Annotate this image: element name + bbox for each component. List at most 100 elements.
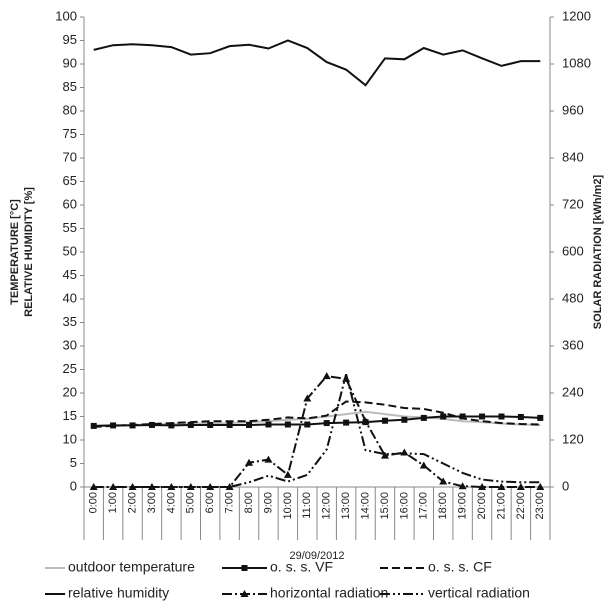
y2-tick-label: 600 [562,243,584,258]
y-axis-label: TEMPERATURE [°C] [9,199,21,305]
y-axis-label: RELATIVE HUMIDITY [%] [23,187,35,317]
legend-label: relative humidity [68,585,169,601]
y-tick-label: 20 [63,384,77,399]
x-tick-label: 11:00 [301,492,313,519]
x-tick-label: 15:00 [379,492,391,520]
series-line [93,415,541,427]
y-tick-label: 30 [63,337,77,352]
marker [459,413,466,420]
marker [439,477,448,485]
marker [380,451,389,459]
marker [264,455,273,463]
x-tick-label: 20:00 [476,492,488,520]
marker [401,416,408,423]
x-tick-label: 0:00 [88,492,100,513]
y2-tick-label: 1080 [562,55,591,70]
series-line [93,373,541,488]
marker [147,483,156,490]
marker [283,470,292,478]
y-tick-label: 65 [63,173,77,188]
series-line [93,375,541,488]
x-tick-label: 13:00 [340,492,352,520]
marker [128,483,137,490]
y-tick-label: 95 [63,32,77,47]
legend-label: vertical radiation [428,585,530,601]
series-line [93,39,541,87]
y-tick-label: 80 [63,102,77,117]
y-tick-label: 85 [63,79,77,94]
x-tick-label: 5:00 [185,492,197,513]
y-tick-label: 10 [63,431,77,446]
x-tick-label: 4:00 [165,492,177,513]
y2-tick-label: 360 [562,337,584,352]
y-tick-label: 75 [63,126,77,141]
marker [479,413,486,420]
marker [400,448,409,456]
x-tick-label: 22:00 [515,492,527,520]
y2-tick-label: 0 [562,478,569,493]
x-tick-label: 23:00 [534,492,546,520]
y-tick-label: 15 [63,408,77,423]
y-tick-label: 45 [63,267,77,282]
marker [226,421,233,428]
y-tick-label: 25 [63,361,77,376]
x-tick-label: 9:00 [262,492,274,513]
marker [265,421,272,428]
marker [497,483,506,490]
marker [419,461,428,469]
y2-tick-label: 720 [562,196,584,211]
marker [343,419,350,426]
marker [168,422,175,429]
legend-label: horizontal radiation [270,585,388,601]
y-tick-label: 0 [70,478,77,493]
x-tick-label: 6:00 [204,492,216,513]
y-tick-label: 70 [63,149,77,164]
x-tick-label: 18:00 [437,492,449,520]
y-tick-label: 90 [63,55,77,70]
y2-tick-label: 480 [562,290,584,305]
marker [187,421,194,428]
y-tick-label: 100 [55,8,77,23]
marker [420,414,427,421]
marker [323,420,330,427]
marker [245,458,254,466]
y2-tick-label: 1200 [562,8,591,23]
x-tick-label: 8:00 [243,492,255,513]
marker [225,483,234,490]
legend-label: o. s. s. VF [270,559,333,575]
marker [207,421,214,428]
series-line [93,400,541,428]
marker [284,421,291,428]
x-tick-label: 21:00 [495,492,507,520]
x-tick-label: 19:00 [457,492,469,520]
x-tick-label: 12:00 [321,492,333,520]
marker [303,394,312,402]
marker [342,374,351,382]
marker [458,482,467,490]
marker [440,413,447,420]
marker [478,483,487,490]
x-tick-label: 16:00 [398,492,410,520]
y2-tick-label: 840 [562,149,584,164]
marker [148,421,155,428]
marker [516,483,525,490]
x-tick-label: 10:00 [282,492,294,520]
marker [246,421,253,428]
y2-tick-label: 960 [562,102,584,117]
x-tick-label: 14:00 [359,492,371,520]
x-tick-label: 17:00 [418,492,430,520]
marker [536,483,545,490]
y-tick-label: 5 [70,455,77,470]
y-tick-label: 35 [63,314,77,329]
marker [322,372,331,380]
x-tick-label: 7:00 [224,492,236,513]
y2-tick-label: 120 [562,431,584,446]
x-axis-label: 29/09/2012 [289,550,344,562]
y-tick-label: 50 [63,243,77,258]
marker [498,413,505,420]
x-tick-label: 1:00 [107,492,119,513]
marker [241,565,248,571]
marker [304,421,311,428]
legend-label: outdoor temperature [68,559,195,575]
